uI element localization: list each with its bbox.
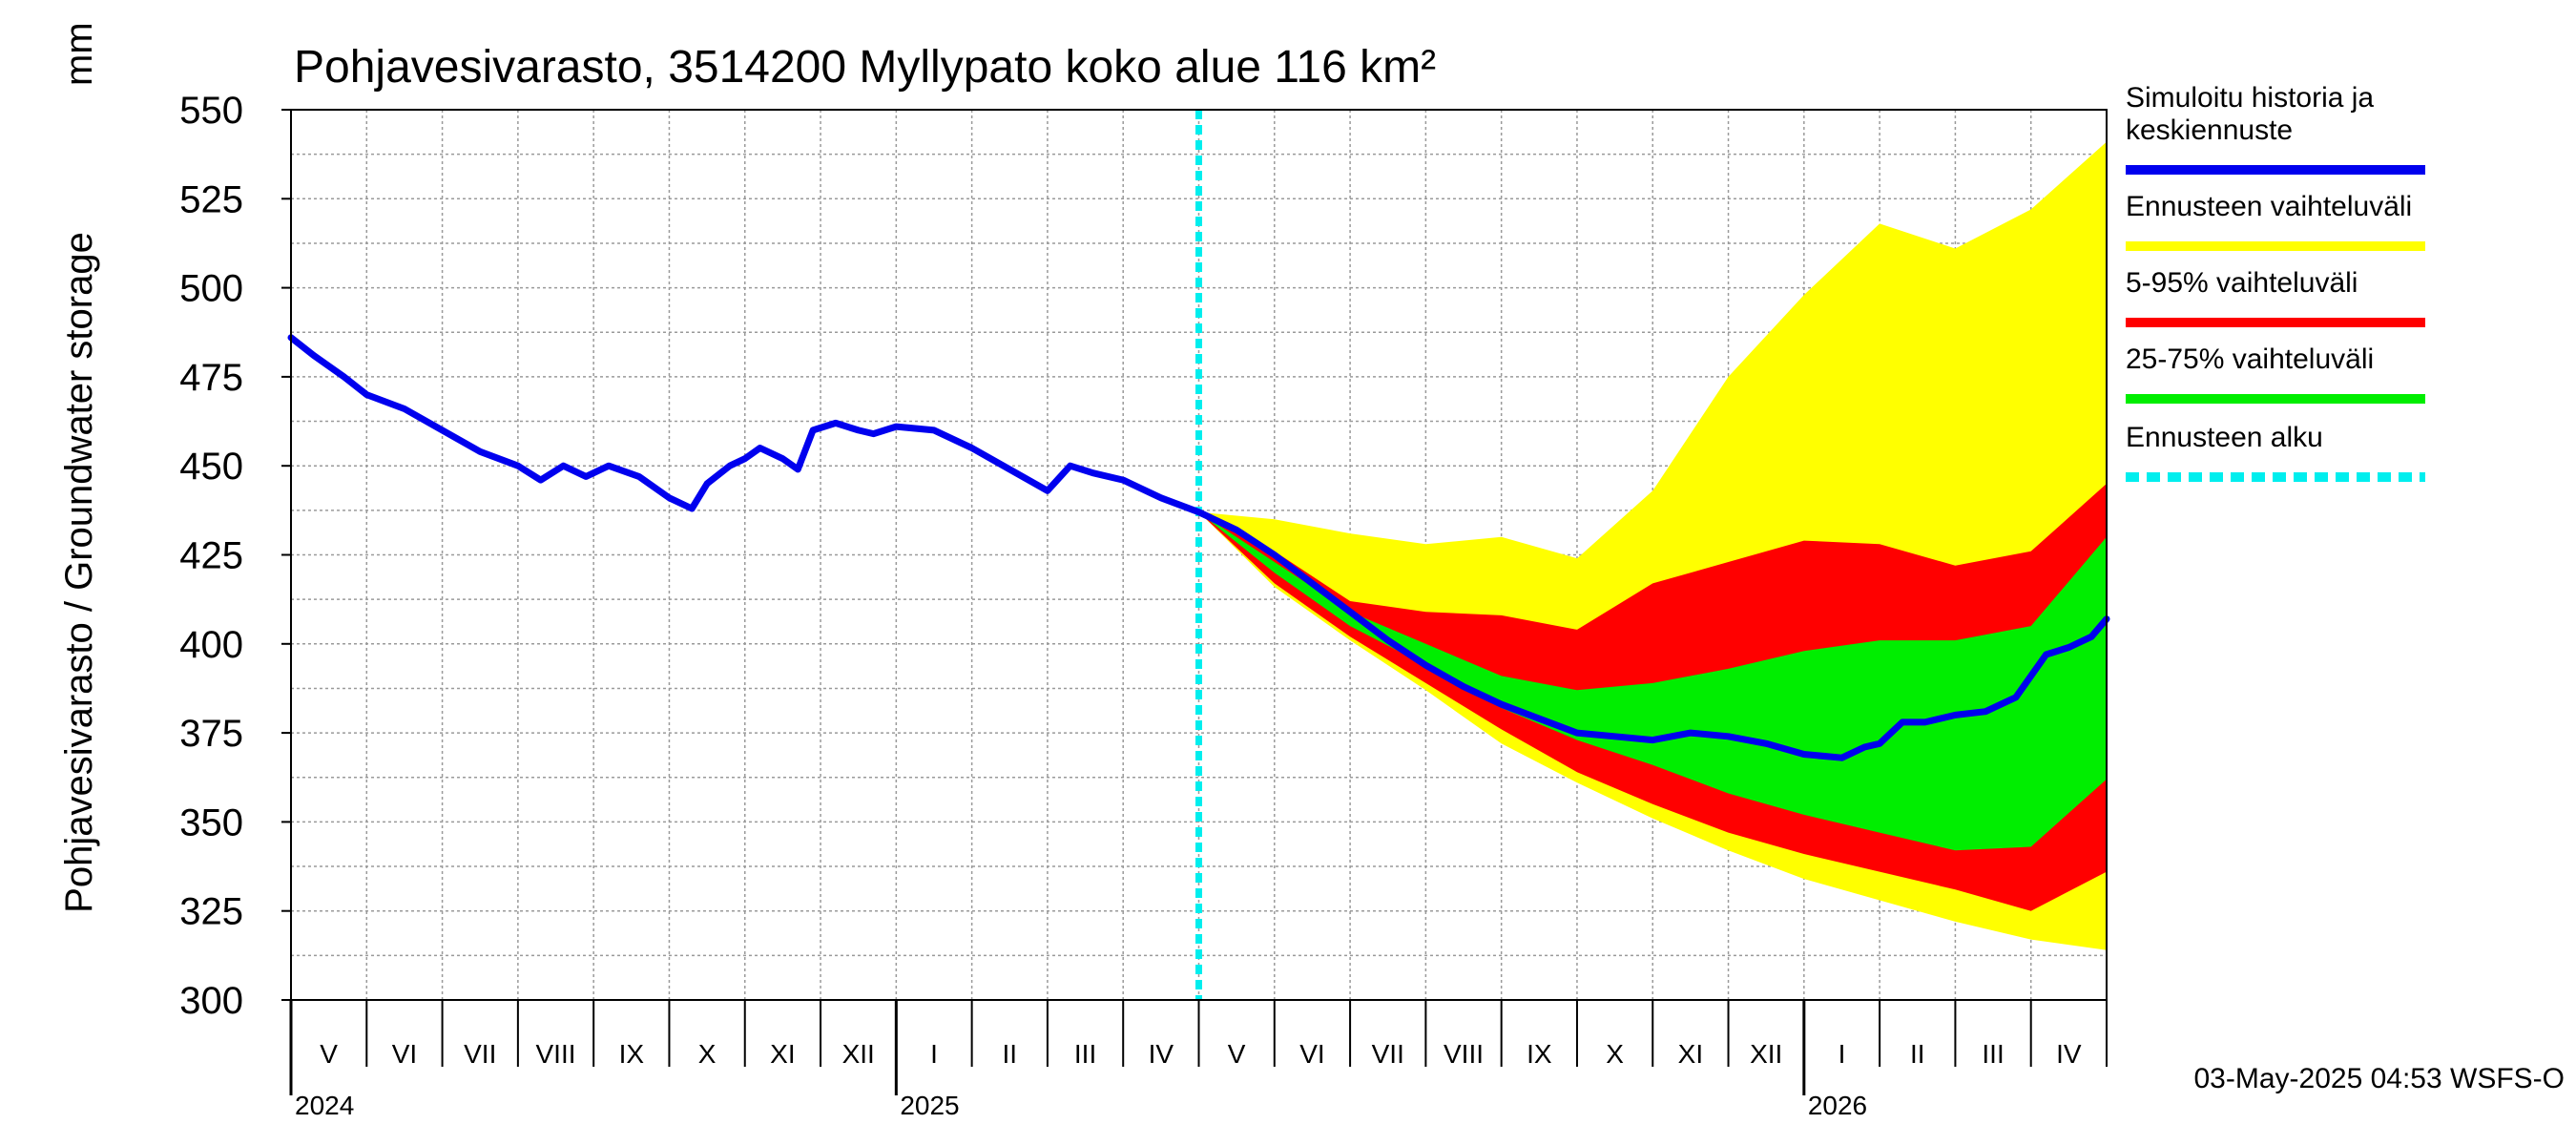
month-label: XI (770, 1039, 795, 1069)
band-25-75-vaihteluv-li (1198, 511, 2107, 851)
y-tick-label: 500 (179, 268, 243, 310)
y-axis: 300 325 350 375 400 425 450 475 500 525 550 (179, 90, 291, 1022)
month-label: VII (1372, 1039, 1404, 1069)
month-label: III (1074, 1039, 1096, 1069)
y-tick-label: 425 (179, 535, 243, 577)
legend-label: Simuloitu historia ja (2126, 82, 2374, 114)
month-label: IX (619, 1039, 645, 1069)
month-label: II (1002, 1039, 1017, 1069)
y-tick-label: 550 (179, 90, 243, 132)
month-label: X (698, 1039, 717, 1069)
month-label: VIII (536, 1039, 576, 1069)
month-label: XI (1678, 1039, 1703, 1069)
year-label: 2025 (900, 1091, 959, 1120)
y-tick-label: 400 (179, 624, 243, 666)
legend-label: 5-95% vaihteluväli (2126, 267, 2358, 299)
y-tick-label: 450 (179, 446, 243, 488)
y-tick-label: 300 (179, 980, 243, 1022)
forecast-bands (1198, 141, 2107, 950)
legend-label: Ennusteen vaihteluväli (2126, 191, 2412, 222)
year-label: 2026 (1808, 1091, 1867, 1120)
legend-label: 25-75% vaihteluväli (2126, 344, 2374, 375)
month-label: VI (392, 1039, 417, 1069)
y-axis-title: Pohjavesivarasto / Groundwater storage (58, 232, 100, 913)
month-label: VI (1299, 1039, 1324, 1069)
month-label: XII (842, 1039, 875, 1069)
month-label: IX (1527, 1039, 1552, 1069)
y-tick-label: 475 (179, 357, 243, 399)
footer-timestamp: 03-May-2025 04:53 WSFS-O (2194, 1063, 2566, 1094)
month-label: IV (2056, 1039, 2082, 1069)
month-label: V (320, 1039, 338, 1069)
month-label: X (1606, 1039, 1624, 1069)
month-label: I (1839, 1039, 1846, 1069)
month-label: II (1910, 1039, 1925, 1069)
legend-label: Ennusteen alku (2126, 422, 2323, 453)
month-label: I (930, 1039, 938, 1069)
legend-label-line2: keskiennuste (2126, 114, 2293, 146)
y-tick-label: 350 (179, 802, 243, 843)
x-axis: V VI VII VIII IX X XI XII I II III IV V VI VII VIII IX X X… (289, 1000, 2108, 1120)
y-axis-unit: mm (58, 22, 100, 86)
month-label: XII (1750, 1039, 1782, 1069)
month-label: VIII (1444, 1039, 1484, 1069)
month-label: V (1228, 1039, 1246, 1069)
y-tick-label: 375 (179, 713, 243, 755)
chart-title: Pohjavesivarasto, 3514200 Myllypato koko… (294, 42, 1436, 93)
month-label: III (1982, 1039, 2004, 1069)
series-line-simulated (287, 334, 2110, 761)
year-label: 2024 (295, 1091, 354, 1120)
series-lines (287, 110, 2110, 1000)
y-tick-label: 325 (179, 891, 243, 933)
y-tick-label: 525 (179, 178, 243, 220)
month-label: VII (464, 1039, 496, 1069)
month-label: IV (1149, 1039, 1174, 1069)
